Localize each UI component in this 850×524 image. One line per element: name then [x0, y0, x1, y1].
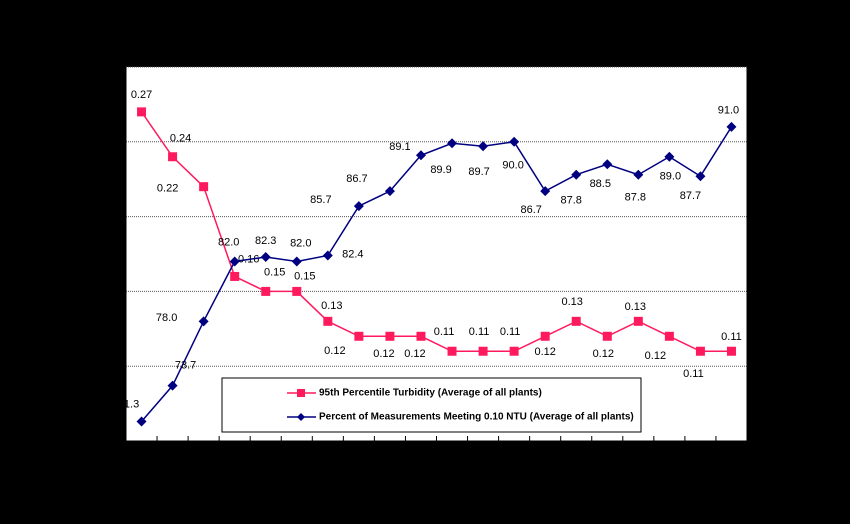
marker	[509, 346, 519, 356]
marker	[261, 286, 271, 296]
legend-label: 95th Percentile Turbidity (Average of al…	[319, 388, 542, 399]
marker	[354, 331, 364, 341]
marker	[571, 316, 581, 326]
data-label: 86.7	[520, 204, 541, 216]
legend-marker	[297, 389, 305, 397]
data-label: 82.3	[255, 235, 276, 247]
data-label: 0.22	[157, 183, 178, 195]
data-label: 0.15	[294, 270, 315, 282]
marker	[198, 316, 209, 327]
marker	[602, 159, 613, 170]
data-label: 0.12	[373, 348, 394, 360]
data-label: 0.12	[593, 348, 614, 360]
marker	[509, 136, 520, 147]
data-label: 89.1	[389, 141, 410, 153]
data-label: 0.24	[170, 133, 191, 145]
marker	[323, 316, 333, 326]
marker	[664, 151, 675, 162]
data-label: 0.11	[434, 326, 455, 338]
data-label: 0.11	[721, 331, 742, 343]
marker	[384, 186, 395, 197]
data-label: 82.0	[218, 236, 239, 248]
legend	[221, 377, 642, 433]
data-label: 0.12	[404, 348, 425, 360]
marker	[167, 380, 178, 391]
marker	[353, 201, 364, 212]
marker	[447, 138, 458, 149]
data-label: 89.0	[660, 171, 681, 183]
marker	[137, 107, 147, 117]
marker	[478, 141, 489, 152]
marker	[229, 256, 240, 267]
marker	[695, 346, 705, 356]
data-label: 89.7	[468, 166, 489, 178]
data-label: 87.8	[625, 192, 646, 204]
data-label: 0.13	[562, 296, 583, 308]
marker	[447, 346, 457, 356]
marker	[602, 331, 612, 341]
data-label: 82.4	[342, 248, 363, 260]
series-line	[140, 126, 733, 423]
marker	[260, 251, 271, 262]
data-label: 0.11	[683, 368, 704, 380]
marker	[322, 250, 333, 261]
data-label: 0.15	[264, 266, 285, 278]
data-label: 91.0	[718, 105, 739, 117]
data-label: 71.3	[118, 398, 139, 410]
marker	[726, 346, 736, 356]
marker	[291, 256, 302, 267]
data-label: 0.13	[625, 301, 646, 313]
marker	[633, 316, 643, 326]
data-label: 0.12	[645, 350, 666, 362]
data-label: 87.8	[561, 195, 582, 207]
data-label: 87.7	[680, 190, 701, 202]
left-margin	[0, 380, 126, 440]
legend-marker	[297, 413, 305, 421]
marker	[136, 416, 147, 427]
marker	[478, 346, 488, 356]
data-label: 89.9	[430, 164, 451, 176]
data-label: 88.5	[590, 178, 611, 190]
marker	[540, 331, 550, 341]
series-line	[140, 111, 732, 352]
marker	[415, 150, 426, 161]
marker	[540, 186, 551, 197]
marker	[385, 331, 395, 341]
marker	[633, 169, 644, 180]
data-label: 73.7	[175, 360, 196, 372]
marker	[726, 121, 737, 132]
data-label: 78.0	[156, 312, 177, 324]
data-label: 90.0	[502, 160, 523, 172]
marker	[664, 331, 674, 341]
marker	[571, 169, 582, 180]
marker	[416, 331, 426, 341]
data-label: 86.7	[346, 173, 367, 185]
marker	[230, 271, 240, 281]
data-label: 82.0	[290, 237, 311, 249]
data-label: 0.11	[469, 326, 490, 338]
marker	[199, 182, 209, 192]
marker	[168, 152, 178, 162]
data-label: 85.7	[310, 194, 331, 206]
data-label: 0.12	[324, 345, 345, 357]
data-label: 0.12	[534, 346, 555, 358]
marker	[292, 286, 302, 296]
marker	[695, 171, 706, 182]
data-label: 0.13	[321, 300, 342, 312]
legend-label: Percent of Measurements Meeting 0.10 NTU…	[319, 412, 634, 423]
data-label: 0.27	[131, 89, 152, 101]
data-label: 0.11	[500, 326, 521, 338]
